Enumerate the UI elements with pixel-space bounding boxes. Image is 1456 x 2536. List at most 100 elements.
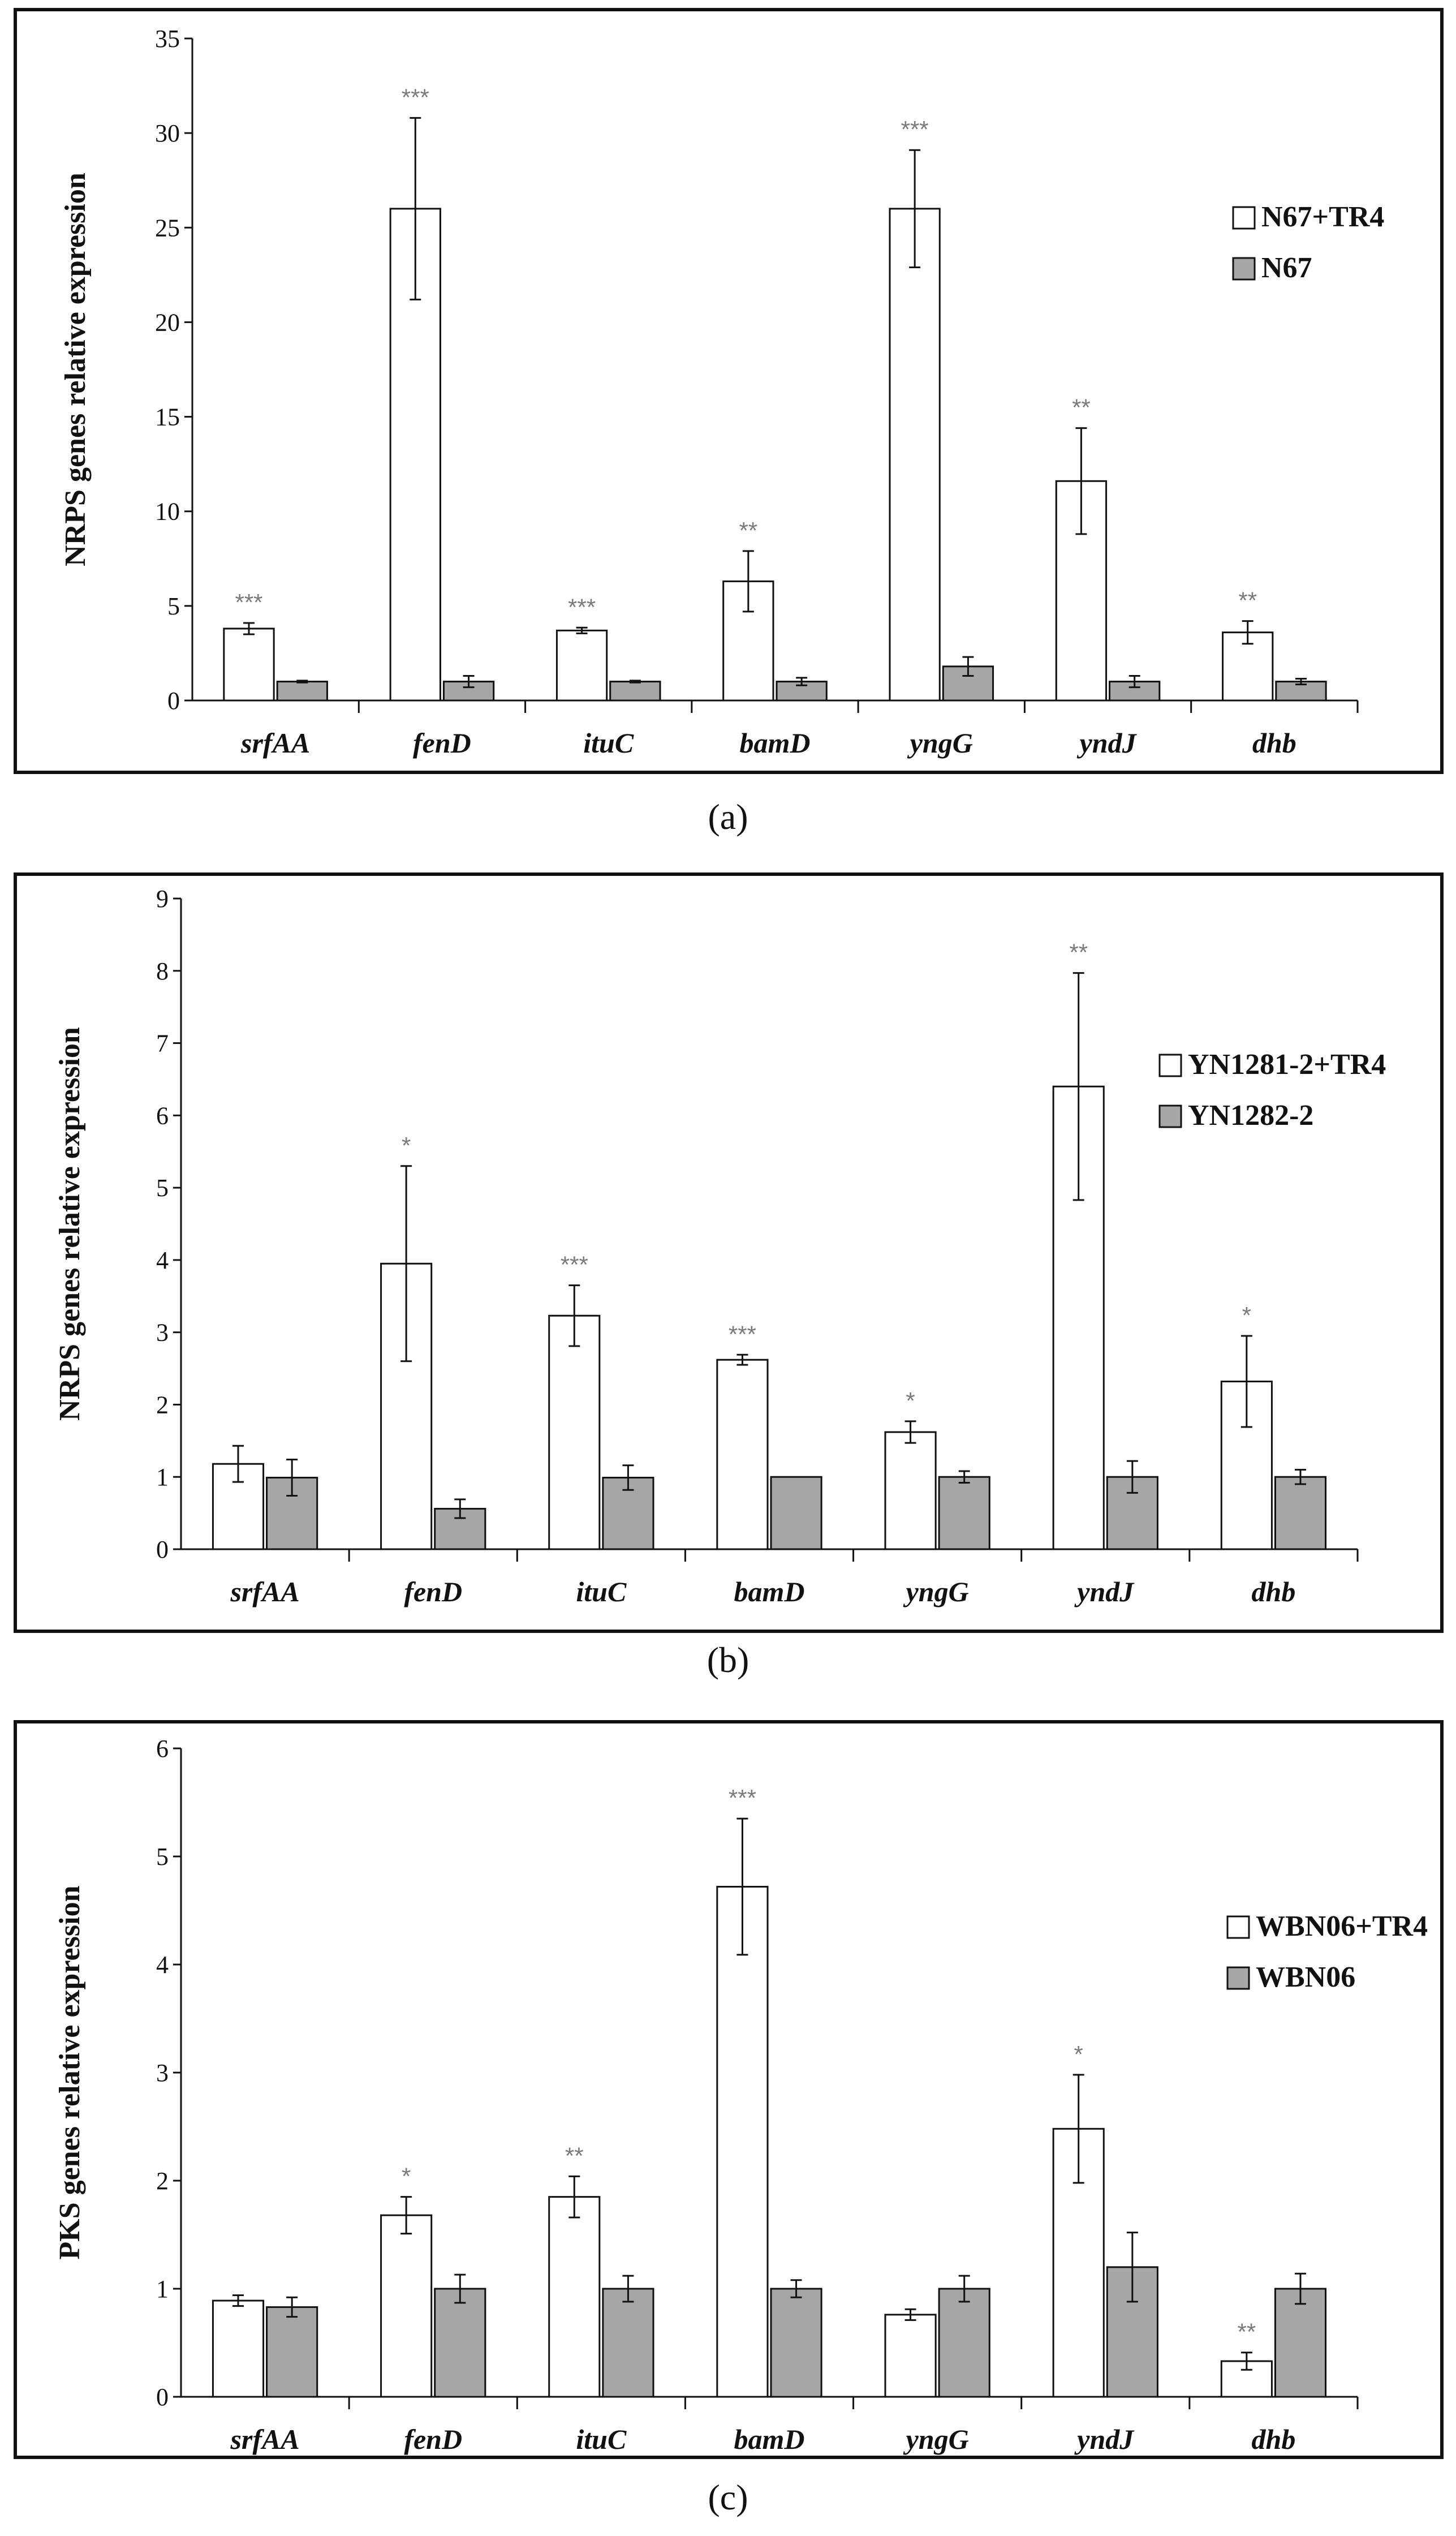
bar-wbn06-tr4-srfAA bbox=[212, 2299, 265, 2398]
x-category-label: yndJ bbox=[1074, 2423, 1135, 2455]
y-tick-label: 15 bbox=[155, 403, 180, 431]
bar-wbn06-bamD bbox=[770, 2288, 822, 2398]
y-axis-label: PKS genes relative expression bbox=[54, 1885, 86, 2259]
bar-wbn06-tr4-yngG bbox=[884, 2314, 937, 2398]
significance-marker: * bbox=[906, 1387, 915, 1414]
bar-n67-ituC bbox=[609, 681, 661, 702]
y-tick-label: 7 bbox=[156, 1030, 169, 1058]
x-category-label: dhb bbox=[1252, 2423, 1296, 2455]
x-category-label: bamD bbox=[740, 727, 811, 759]
bar-wbn06-tr4-fenD bbox=[380, 2214, 433, 2398]
x-category-label: srfAA bbox=[230, 1576, 299, 1607]
y-tick-label: 5 bbox=[167, 592, 180, 620]
x-category-label: yndJ bbox=[1077, 727, 1138, 759]
x-category-label: fenD bbox=[404, 2423, 462, 2455]
y-tick-label: 30 bbox=[155, 119, 180, 147]
significance-marker: *** bbox=[901, 116, 929, 143]
x-category-label: bamD bbox=[734, 1576, 805, 1607]
x-category-label: yngG bbox=[907, 727, 973, 759]
legend-label: WBN06+TR4 bbox=[1256, 1910, 1428, 1942]
bar-wbn06-dhb bbox=[1274, 2288, 1327, 2398]
bar-yn1282-2-ituC bbox=[602, 1477, 654, 1550]
legend-swatch bbox=[1232, 206, 1256, 230]
caption-b: (b) bbox=[0, 1642, 1456, 1678]
bar-yn1282-2-bamD bbox=[770, 1476, 822, 1550]
significance-marker: *** bbox=[402, 84, 429, 110]
significance-marker: * bbox=[402, 1132, 411, 1159]
y-tick-label: 3 bbox=[156, 2059, 169, 2087]
significance-marker: ** bbox=[1238, 587, 1257, 614]
x-category-label: yngG bbox=[903, 1576, 969, 1607]
bar-wbn06-yngG bbox=[938, 2288, 990, 2398]
significance-marker: *** bbox=[729, 1321, 756, 1347]
y-tick-label: 1 bbox=[156, 2275, 169, 2303]
y-tick-label: 0 bbox=[156, 2383, 169, 2411]
significance-marker: ** bbox=[1238, 2319, 1256, 2345]
x-category-label: ituC bbox=[583, 727, 634, 759]
bar-yn1282-2-dhb bbox=[1274, 1476, 1327, 1550]
y-tick-label: 20 bbox=[155, 308, 180, 336]
significance-marker: ** bbox=[739, 517, 758, 544]
x-category-label: yngG bbox=[903, 2423, 969, 2455]
significance-marker: ** bbox=[1072, 394, 1091, 421]
bar-yn1281-2-tr4-yngG bbox=[884, 1431, 937, 1550]
significance-marker: * bbox=[1242, 1302, 1251, 1329]
bar-wbn06-fenD bbox=[434, 2288, 486, 2398]
legend-label: YN1281-2+TR4 bbox=[1188, 1048, 1386, 1081]
legend-label: YN1282-2 bbox=[1188, 1099, 1313, 1132]
x-category-label: bamD bbox=[734, 2423, 805, 2455]
significance-marker: *** bbox=[729, 1785, 756, 1811]
y-tick-label: 25 bbox=[155, 214, 180, 242]
y-axis-label: NRPS genes relative expression bbox=[59, 173, 92, 566]
y-tick-label: 0 bbox=[167, 687, 180, 715]
bar-n67-tr4-yngG bbox=[889, 208, 941, 702]
y-tick-label: 8 bbox=[156, 957, 169, 985]
legend-label: WBN06 bbox=[1256, 1961, 1355, 1993]
y-tick-label: 2 bbox=[156, 1391, 169, 1419]
bar-n67-tr4-ituC bbox=[555, 629, 608, 702]
significance-marker: *** bbox=[568, 594, 596, 620]
y-axis-label: NRPS genes relative expression bbox=[54, 1027, 86, 1421]
legend-swatch bbox=[1158, 1054, 1182, 1077]
bar-yn1282-2-yngG bbox=[938, 1476, 990, 1550]
x-category-label: dhb bbox=[1252, 727, 1296, 759]
x-category-label: fenD bbox=[413, 727, 471, 759]
significance-marker: *** bbox=[235, 589, 262, 616]
y-tick-label: 0 bbox=[156, 1536, 169, 1563]
bar-n67-srfAA bbox=[276, 681, 328, 702]
caption-b-text: (b) bbox=[707, 1640, 749, 1680]
significance-marker: * bbox=[402, 2163, 411, 2190]
significance-marker: *** bbox=[561, 1252, 588, 1278]
y-tick-label: 35 bbox=[155, 25, 180, 53]
x-category-label: yndJ bbox=[1074, 1576, 1135, 1607]
legend-swatch bbox=[1232, 257, 1256, 281]
caption-a-text: (a) bbox=[708, 797, 748, 837]
y-tick-label: 4 bbox=[156, 1951, 169, 1979]
x-category-label: dhb bbox=[1252, 1576, 1296, 1607]
y-tick-label: 5 bbox=[156, 1174, 169, 1202]
x-category-label: srfAA bbox=[240, 727, 310, 759]
legend-label: N67+TR4 bbox=[1261, 201, 1384, 233]
chart-panel-b: 0 1 2 3 4 5 6 7 8 9 NRPS genes relative expression… bbox=[14, 872, 1444, 1633]
x-category-label: fenD bbox=[404, 1576, 462, 1607]
bar-wbn06-tr4-ituC bbox=[548, 2196, 601, 2398]
legend-swatch bbox=[1226, 1915, 1250, 1939]
bar-yn1281-2-tr4-bamD bbox=[716, 1359, 769, 1550]
bar-wbn06-ituC bbox=[602, 2288, 654, 2398]
chart-b-svg: 0 1 2 3 4 5 6 7 8 9 NRPS genes relative expression… bbox=[54, 885, 1386, 1607]
x-category-label: ituC bbox=[576, 2423, 627, 2455]
y-tick-label: 1 bbox=[156, 1463, 169, 1491]
caption-c-text: (c) bbox=[708, 2477, 748, 2517]
x-category-label: ituC bbox=[576, 1576, 627, 1607]
y-tick-label: 9 bbox=[156, 885, 169, 913]
y-tick-label: 2 bbox=[156, 2167, 169, 2195]
bar-n67-tr4-srfAA bbox=[223, 627, 275, 702]
legend-label: N67 bbox=[1261, 252, 1312, 284]
y-tick-label: 5 bbox=[156, 1843, 169, 1871]
y-tick-label: 6 bbox=[156, 1102, 169, 1129]
significance-marker: ** bbox=[1069, 939, 1088, 966]
legend-swatch bbox=[1226, 1966, 1250, 1990]
y-tick-label: 4 bbox=[156, 1246, 169, 1274]
legend-swatch bbox=[1158, 1104, 1182, 1128]
bar-yn1281-2-tr4-ituC bbox=[548, 1314, 601, 1550]
